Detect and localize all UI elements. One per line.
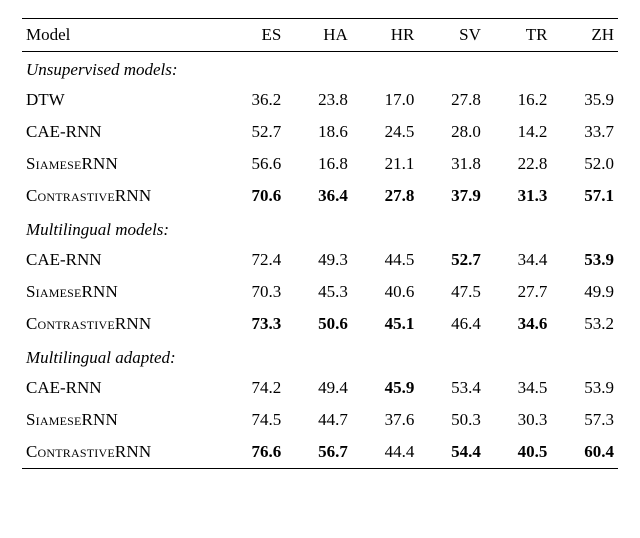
value-cell: 24.5: [352, 116, 419, 148]
section-title: Multilingual models:: [22, 212, 618, 244]
value-cell: 52.0: [551, 148, 618, 180]
value-cell: 28.0: [418, 116, 485, 148]
value-cell: 49.4: [285, 372, 352, 404]
value-cell: 36.2: [219, 84, 286, 116]
value-cell: 56.6: [219, 148, 286, 180]
table-row: ContrastiveRNN73.350.645.146.434.653.2: [22, 308, 618, 340]
model-name: SiameseRNN: [22, 404, 219, 436]
value-cell: 49.3: [285, 244, 352, 276]
value-cell: 21.1: [352, 148, 419, 180]
value-cell: 18.6: [285, 116, 352, 148]
model-name: ContrastiveRNN: [22, 308, 219, 340]
value-cell: 45.1: [352, 308, 419, 340]
value-cell: 44.7: [285, 404, 352, 436]
value-cell: 52.7: [219, 116, 286, 148]
value-cell: 60.4: [551, 436, 618, 469]
col-ha: HA: [285, 19, 352, 52]
value-cell: 73.3: [219, 308, 286, 340]
value-cell: 70.3: [219, 276, 286, 308]
value-cell: 50.3: [418, 404, 485, 436]
model-name: CAE-RNN: [22, 244, 219, 276]
model-name: ContrastiveRNN: [22, 180, 219, 212]
model-name: ContrastiveRNN: [22, 436, 219, 469]
col-es: ES: [219, 19, 286, 52]
value-cell: 70.6: [219, 180, 286, 212]
value-cell: 49.9: [551, 276, 618, 308]
value-cell: 23.8: [285, 84, 352, 116]
table-row: SiameseRNN70.345.340.647.527.749.9: [22, 276, 618, 308]
value-cell: 44.5: [352, 244, 419, 276]
table-row: DTW36.223.817.027.816.235.9: [22, 84, 618, 116]
col-model: Model: [22, 19, 219, 52]
value-cell: 52.7: [418, 244, 485, 276]
value-cell: 40.6: [352, 276, 419, 308]
section-heading: Multilingual adapted:: [22, 340, 618, 372]
value-cell: 54.4: [418, 436, 485, 469]
value-cell: 46.4: [418, 308, 485, 340]
value-cell: 17.0: [352, 84, 419, 116]
value-cell: 33.7: [551, 116, 618, 148]
value-cell: 27.7: [485, 276, 552, 308]
value-cell: 31.3: [485, 180, 552, 212]
value-cell: 35.9: [551, 84, 618, 116]
value-cell: 57.3: [551, 404, 618, 436]
value-cell: 53.9: [551, 244, 618, 276]
value-cell: 27.8: [418, 84, 485, 116]
value-cell: 30.3: [485, 404, 552, 436]
value-cell: 53.2: [551, 308, 618, 340]
value-cell: 53.4: [418, 372, 485, 404]
table-row: ContrastiveRNN70.636.427.837.931.357.1: [22, 180, 618, 212]
model-name: SiameseRNN: [22, 148, 219, 180]
col-sv: SV: [418, 19, 485, 52]
table-row: SiameseRNN56.616.821.131.822.852.0: [22, 148, 618, 180]
value-cell: 34.6: [485, 308, 552, 340]
value-cell: 22.8: [485, 148, 552, 180]
section-title: Multilingual adapted:: [22, 340, 618, 372]
table-row: CAE-RNN52.718.624.528.014.233.7: [22, 116, 618, 148]
value-cell: 37.6: [352, 404, 419, 436]
col-hr: HR: [352, 19, 419, 52]
value-cell: 37.9: [418, 180, 485, 212]
value-cell: 14.2: [485, 116, 552, 148]
value-cell: 74.5: [219, 404, 286, 436]
value-cell: 27.8: [352, 180, 419, 212]
value-cell: 16.2: [485, 84, 552, 116]
value-cell: 53.9: [551, 372, 618, 404]
results-table: Model ES HA HR SV TR ZH Unsupervised mod…: [22, 18, 618, 469]
table-header: Model ES HA HR SV TR ZH: [22, 19, 618, 52]
model-name: DTW: [22, 84, 219, 116]
value-cell: 45.3: [285, 276, 352, 308]
table-row: SiameseRNN74.544.737.650.330.357.3: [22, 404, 618, 436]
section-heading: Multilingual models:: [22, 212, 618, 244]
section-heading: Unsupervised models:: [22, 52, 618, 85]
value-cell: 34.4: [485, 244, 552, 276]
value-cell: 72.4: [219, 244, 286, 276]
table-row: ContrastiveRNN76.656.744.454.440.560.4: [22, 436, 618, 469]
model-name: CAE-RNN: [22, 372, 219, 404]
value-cell: 40.5: [485, 436, 552, 469]
value-cell: 50.6: [285, 308, 352, 340]
col-tr: TR: [485, 19, 552, 52]
col-zh: ZH: [551, 19, 618, 52]
value-cell: 76.6: [219, 436, 286, 469]
model-name: SiameseRNN: [22, 276, 219, 308]
section-title: Unsupervised models:: [22, 52, 618, 85]
value-cell: 36.4: [285, 180, 352, 212]
model-name: CAE-RNN: [22, 116, 219, 148]
value-cell: 34.5: [485, 372, 552, 404]
value-cell: 45.9: [352, 372, 419, 404]
value-cell: 44.4: [352, 436, 419, 469]
table-row: CAE-RNN72.449.344.552.734.453.9: [22, 244, 618, 276]
value-cell: 16.8: [285, 148, 352, 180]
table-body: Unsupervised models:DTW36.223.817.027.81…: [22, 52, 618, 469]
value-cell: 31.8: [418, 148, 485, 180]
value-cell: 56.7: [285, 436, 352, 469]
value-cell: 57.1: [551, 180, 618, 212]
table-row: CAE-RNN74.249.445.953.434.553.9: [22, 372, 618, 404]
value-cell: 74.2: [219, 372, 286, 404]
value-cell: 47.5: [418, 276, 485, 308]
